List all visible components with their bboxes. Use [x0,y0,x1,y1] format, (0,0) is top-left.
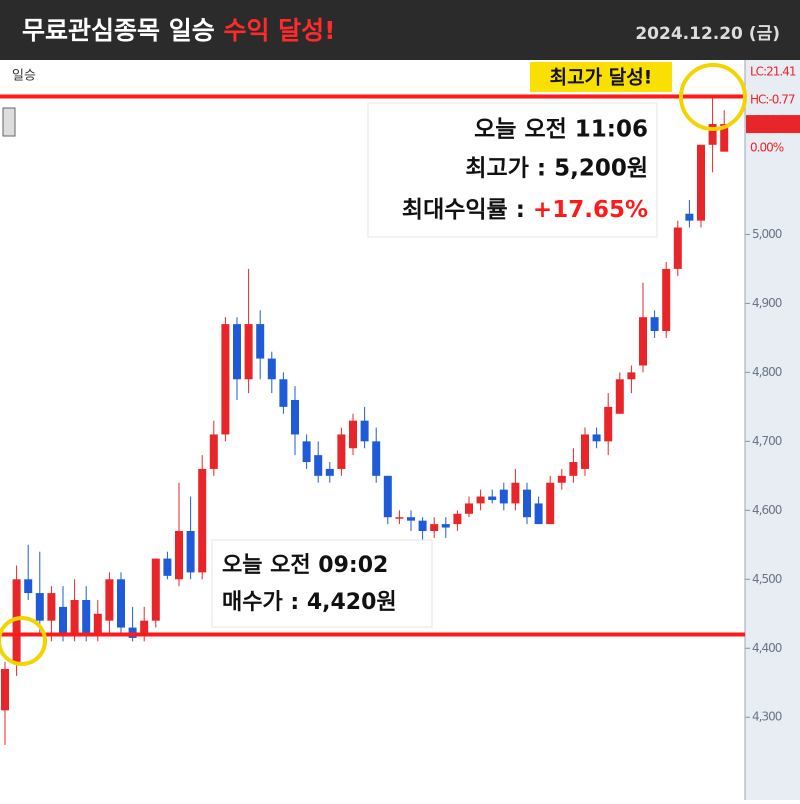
candle-body [465,503,473,514]
candle-body [256,324,265,359]
candle-body [291,399,299,435]
candle-body [372,441,381,476]
annotation-box [367,102,658,238]
annotation-text: 최대수익률 : [402,197,533,223]
candle-body [720,124,729,152]
candle-body [511,482,520,504]
badge: 최고가 달성! [550,67,653,89]
candle-body [302,441,311,463]
candle-body [604,406,613,442]
candle-body [430,524,439,532]
candle-body [685,213,694,221]
candle-body [70,599,79,635]
y-tick-label: 4,500 [752,572,782,586]
candle-body [117,579,125,628]
price-tag [746,115,800,134]
header-bar [0,0,800,60]
annotation: 최고가 : 5,200원 [465,156,648,182]
candle-body [581,434,589,469]
candle-body [476,496,485,504]
candle-body [453,513,462,525]
axis-note: HC:-0.77 [750,93,795,107]
return-label: +17.65% [533,197,648,223]
date: 2024.12.20 (금) [635,24,780,44]
candle-body [337,434,346,469]
candle-body [523,489,531,518]
y-tick-label: 4,800 [752,365,782,379]
candle-body [488,496,497,500]
annotation: 최대수익률 : +17.65% [402,197,648,223]
candle-body [24,579,33,594]
y-tick-label: 4,900 [752,296,782,310]
y-tick-label: 4,300 [752,710,782,724]
candle-body [209,434,218,469]
candle-body [93,613,102,635]
y-tick-label: 4,700 [752,434,782,448]
candle-body [650,317,659,331]
axis-panel [745,60,800,800]
candle-body [697,144,705,221]
candle-body [279,379,288,407]
candle-body [360,420,369,442]
candle-body [662,268,671,331]
candle-body [349,420,357,449]
candle-body [175,531,183,580]
y-tick-label: 4,600 [752,503,782,517]
candle-body [395,517,404,519]
candle-body [418,520,427,532]
candle-body [499,489,508,504]
header-title: 무료관심종목 일승 수익 달성! [22,16,336,45]
candle-body [534,503,543,525]
candle-body [325,468,334,476]
y-tick-label: 4,400 [752,641,782,655]
annotation: 오늘 오전 09:02 [222,553,388,578]
y-tick-label: 5,000 [752,227,782,241]
candle-body [233,324,241,380]
candle-body [12,579,21,663]
candle-body [105,579,114,621]
candle-body [557,475,566,483]
annotation-box [211,539,433,628]
candle-body [314,455,323,476]
candle-body [267,358,276,380]
candle-body [244,324,253,380]
highlight-circle [0,616,47,666]
candle-body [615,379,624,414]
candle-body [35,593,44,621]
candle-body [569,462,578,476]
candle-body [186,531,195,573]
candle-body [151,558,160,621]
candle-body [673,227,682,269]
badge-bg [530,62,672,92]
axis-note: LC:21.41 [750,65,796,79]
icon [2,107,16,137]
candle-body [441,524,450,528]
candle-body [59,606,67,635]
candle-body [639,317,647,366]
candle-body [592,434,601,442]
candle-body [47,593,56,621]
candle-body [221,324,230,435]
title-highlight: 수익 달성! [223,16,335,45]
candle-body [627,372,636,380]
candle-body [407,517,415,521]
chart-label: 일승 [12,69,36,84]
candle-body [708,124,717,145]
candle-body [1,668,9,711]
candle-body [163,558,172,576]
title: 무료관심종목 일승 [22,16,215,45]
candle-body [140,620,149,635]
annotation: 매수가 : 4,420원 [222,590,397,615]
annotation: 오늘 오전 11:06 [474,117,648,143]
candle-body [82,599,91,635]
axis-note: 0.00% [750,141,784,155]
candle-body [383,475,392,518]
candle-body [198,468,207,573]
highlight-circle [679,63,747,131]
candle-body [546,482,555,525]
